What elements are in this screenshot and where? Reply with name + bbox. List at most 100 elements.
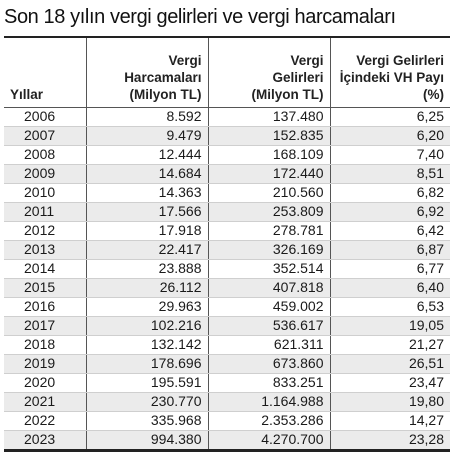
year-cell: 2016 <box>4 297 86 317</box>
revenue-cell: 621.311 <box>207 335 330 355</box>
expenditure-cell: 14.363 <box>85 183 208 203</box>
share-cell: 6,42 <box>329 221 450 241</box>
share-cell: 23,28 <box>329 430 450 453</box>
revenue-cell: 459.002 <box>207 297 330 317</box>
revenue-cell: 168.109 <box>207 145 330 165</box>
share-cell: 23,47 <box>329 373 450 393</box>
share-cell: 26,51 <box>329 354 450 374</box>
revenue-cell: 172.440 <box>207 164 330 184</box>
year-cell: 2022 <box>4 411 86 431</box>
header-tax-revenues: Vergi Gelirleri (Milyon TL) <box>207 36 330 108</box>
share-cell: 14,27 <box>329 411 450 431</box>
share-cell: 6,77 <box>329 259 450 279</box>
table-row: 2011 17.566 253.809 6,92 <box>4 202 450 222</box>
header-share: Vergi Gelirleri İçindeki VH Payı (%) <box>329 36 450 108</box>
expenditure-cell: 14.684 <box>85 164 208 184</box>
year-cell: 2013 <box>4 240 86 260</box>
table-row: 2016 29.963 459.002 6,53 <box>4 297 450 317</box>
table-body: 2006 8.592 137.480 6,25 2007 9.479 152.835 6,20… <box>4 107 450 453</box>
year-cell: 2019 <box>4 354 86 374</box>
expenditure-cell: 178.696 <box>85 354 208 374</box>
table-row: 2009 14.684 172.440 8,51 <box>4 164 450 184</box>
share-cell: 6,87 <box>329 240 450 260</box>
expenditure-cell: 8.592 <box>85 107 208 127</box>
share-cell: 19,05 <box>329 316 450 336</box>
share-cell: 6,53 <box>329 297 450 317</box>
expenditure-cell: 230.770 <box>85 392 208 412</box>
revenue-cell: 253.809 <box>207 202 330 222</box>
table-title: Son 18 yılın vergi gelirleri ve vergi ha… <box>4 6 396 28</box>
revenue-cell: 152.835 <box>207 126 330 146</box>
tax-table: Yıllar Vergi Harcamaları (Milyon TL) Ver… <box>4 36 450 453</box>
year-cell: 2010 <box>4 183 86 203</box>
table-row: 2023 994.380 4.270.700 23,28 <box>4 430 450 453</box>
year-cell: 2020 <box>4 373 86 393</box>
revenue-cell: 137.480 <box>207 107 330 127</box>
year-cell: 2006 <box>4 107 86 127</box>
expenditure-cell: 26.112 <box>85 278 208 298</box>
year-cell: 2012 <box>4 221 86 241</box>
expenditure-cell: 22.417 <box>85 240 208 260</box>
header-years: Yıllar <box>4 36 86 108</box>
year-cell: 2008 <box>4 145 86 165</box>
share-cell: 8,51 <box>329 164 450 184</box>
table-row: 2007 9.479 152.835 6,20 <box>4 126 450 146</box>
year-cell: 2023 <box>4 430 86 453</box>
year-cell: 2017 <box>4 316 86 336</box>
share-cell: 6,82 <box>329 183 450 203</box>
share-cell: 6,92 <box>329 202 450 222</box>
table-row: 2008 12.444 168.109 7,40 <box>4 145 450 165</box>
expenditure-cell: 132.142 <box>85 335 208 355</box>
expenditure-cell: 17.918 <box>85 221 208 241</box>
table-row: 2022 335.968 2.353.286 14,27 <box>4 411 450 431</box>
revenue-cell: 536.617 <box>207 316 330 336</box>
table-row: 2012 17.918 278.781 6,42 <box>4 221 450 241</box>
table-row: 2019 178.696 673.860 26,51 <box>4 354 450 374</box>
table-row: 2021 230.770 1.164.988 19,80 <box>4 392 450 412</box>
share-cell: 7,40 <box>329 145 450 165</box>
table-row: 2013 22.417 326.169 6,87 <box>4 240 450 260</box>
expenditure-cell: 23.888 <box>85 259 208 279</box>
table-row: 2010 14.363 210.560 6,82 <box>4 183 450 203</box>
table-row: 2006 8.592 137.480 6,25 <box>4 107 450 127</box>
expenditure-cell: 102.216 <box>85 316 208 336</box>
expenditure-cell: 9.479 <box>85 126 208 146</box>
revenue-cell: 673.860 <box>207 354 330 374</box>
year-cell: 2011 <box>4 202 86 222</box>
expenditure-cell: 994.380 <box>85 430 208 453</box>
table-row: 2017 102.216 536.617 19,05 <box>4 316 450 336</box>
table-row: 2020 195.591 833.251 23,47 <box>4 373 450 393</box>
table-row: 2015 26.112 407.818 6,40 <box>4 278 450 298</box>
revenue-cell: 2.353.286 <box>207 411 330 431</box>
expenditure-cell: 195.591 <box>85 373 208 393</box>
expenditure-cell: 17.566 <box>85 202 208 222</box>
share-cell: 19,80 <box>329 392 450 412</box>
year-cell: 2018 <box>4 335 86 355</box>
share-cell: 6,25 <box>329 107 450 127</box>
year-cell: 2009 <box>4 164 86 184</box>
share-cell: 21,27 <box>329 335 450 355</box>
revenue-cell: 407.818 <box>207 278 330 298</box>
revenue-cell: 1.164.988 <box>207 392 330 412</box>
revenue-cell: 352.514 <box>207 259 330 279</box>
revenue-cell: 210.560 <box>207 183 330 203</box>
revenue-cell: 4.270.700 <box>207 430 330 453</box>
year-cell: 2007 <box>4 126 86 146</box>
expenditure-cell: 335.968 <box>85 411 208 431</box>
revenue-cell: 326.169 <box>207 240 330 260</box>
revenue-cell: 833.251 <box>207 373 330 393</box>
expenditure-cell: 29.963 <box>85 297 208 317</box>
table-row: 2014 23.888 352.514 6,77 <box>4 259 450 279</box>
year-cell: 2014 <box>4 259 86 279</box>
year-cell: 2021 <box>4 392 86 412</box>
year-cell: 2015 <box>4 278 86 298</box>
table-header: Yıllar Vergi Harcamaları (Milyon TL) Ver… <box>4 36 450 108</box>
table-row: 2018 132.142 621.311 21,27 <box>4 335 450 355</box>
share-cell: 6,40 <box>329 278 450 298</box>
header-row: Yıllar Vergi Harcamaları (Milyon TL) Ver… <box>4 36 450 108</box>
revenue-cell: 278.781 <box>207 221 330 241</box>
header-tax-expenditures: Vergi Harcamaları (Milyon TL) <box>85 36 208 108</box>
expenditure-cell: 12.444 <box>85 145 208 165</box>
share-cell: 6,20 <box>329 126 450 146</box>
